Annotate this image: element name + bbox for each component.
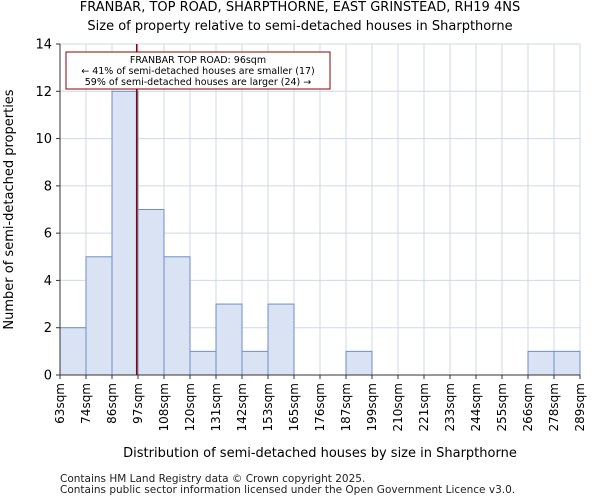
x-tick-label: 244sqm (469, 383, 483, 431)
annotation-box (65, 51, 331, 90)
x-tick-label: 199sqm (365, 383, 379, 431)
annotation-line: FRANBAR TOP ROAD: 96sqm (130, 55, 266, 66)
x-tick-label: 187sqm (339, 383, 353, 431)
x-tick-label: 63sqm (53, 383, 67, 424)
x-tick-label: 120sqm (183, 383, 197, 431)
footer-line-2: Contains public sector information licen… (60, 484, 516, 496)
y-tick-label: 8 (44, 179, 52, 194)
y-tick-label: 14 (35, 38, 52, 53)
y-tick-label: 4 (44, 274, 52, 289)
histogram-bar-266sqm (527, 350, 555, 376)
x-tick-label: 255sqm (495, 383, 509, 431)
y-tick-label: 2 (44, 321, 52, 336)
x-tick-label: 74sqm (79, 383, 93, 424)
x-tick-label: 97sqm (131, 383, 145, 424)
footer-line-1: Contains HM Land Registry data © Crown c… (60, 473, 366, 485)
y-tick-label: 12 (35, 85, 52, 100)
y-tick-label: 10 (35, 132, 52, 147)
histogram-bar-97sqm (137, 209, 165, 376)
histogram-bar-108sqm (163, 256, 191, 376)
x-tick-label: 142sqm (235, 383, 249, 431)
histogram-bar-187sqm (345, 350, 373, 376)
histogram-bar-74sqm (85, 256, 113, 376)
chart-title: FRANBAR, TOP ROAD, SHARPTHORNE, EAST GRI… (79, 0, 521, 15)
histogram-bar-131sqm (215, 303, 243, 376)
x-tick-label: 165sqm (287, 383, 301, 431)
y-tick-label: 6 (44, 227, 52, 242)
histogram-bar-278sqm (553, 350, 581, 376)
x-tick-label: 108sqm (157, 383, 171, 431)
x-tick-label: 176sqm (313, 383, 327, 431)
x-tick-label: 86sqm (105, 383, 119, 424)
histogram-bar-86sqm (111, 90, 139, 376)
x-tick-label: 210sqm (391, 383, 405, 431)
histogram-bar-63sqm (59, 327, 87, 376)
x-tick-label: 289sqm (573, 383, 587, 431)
annotation-line: 59% of semi-detached houses are larger (… (85, 77, 312, 88)
x-tick-label: 233sqm (443, 383, 457, 431)
histogram-bar-142sqm (241, 350, 269, 376)
x-tick-label: 221sqm (417, 383, 431, 431)
y-tick-label: 0 (44, 369, 52, 384)
x-tick-label: 153sqm (261, 383, 275, 431)
histogram-bar-153sqm (267, 303, 295, 376)
x-tick-label: 278sqm (547, 383, 561, 431)
histogram-bar-120sqm (189, 350, 217, 376)
x-tick-label: 131sqm (209, 383, 223, 431)
chart-subtitle: Size of property relative to semi-detach… (87, 19, 513, 34)
y-axis-title: Number of semi-detached properties (2, 89, 17, 329)
x-axis-title: Distribution of semi-detached houses by … (123, 446, 517, 461)
annotation-line: ← 41% of semi-detached houses are smalle… (81, 66, 315, 77)
x-tick-label: 266sqm (521, 383, 535, 431)
